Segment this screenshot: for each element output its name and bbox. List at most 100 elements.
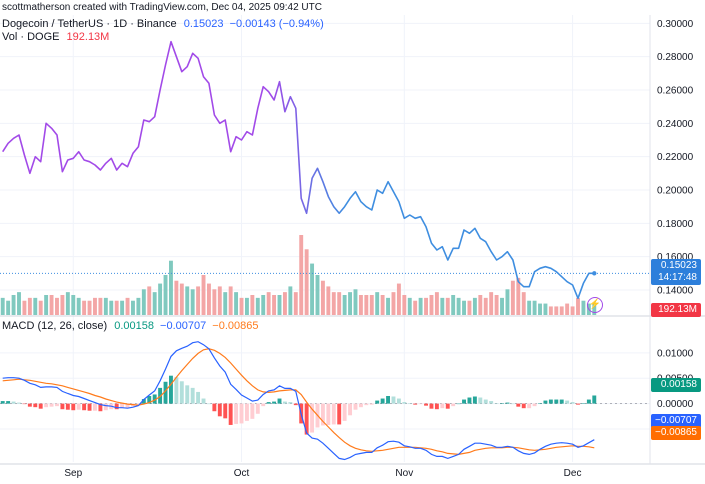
volume-bar [440, 297, 445, 315]
volume-bar [228, 286, 233, 315]
macd-histogram-bar [82, 403, 87, 411]
macd-histogram-bar [565, 400, 570, 404]
macd-histogram-bar [304, 403, 309, 435]
price-badge: 0.15023 14:17:48 [651, 259, 701, 285]
macd-title: MACD (12, 26, close) [2, 320, 108, 332]
macd-histogram-bar [179, 381, 184, 404]
price-tick-label: 0.30000 [657, 19, 694, 30]
volume-bar [27, 297, 32, 315]
volume-bar [6, 300, 11, 315]
volume-bar [337, 292, 342, 315]
macd-histogram-bar [277, 398, 282, 404]
volume-bar [255, 297, 260, 315]
macd-histogram-bar [532, 403, 537, 407]
macd-histogram-bar [326, 403, 331, 425]
volume-bar [418, 297, 423, 315]
macd-histogram-bar [386, 396, 391, 404]
macd-histogram-bar [282, 401, 287, 404]
volume-bar [179, 283, 184, 315]
volume-bar [22, 300, 27, 315]
volume-bar [109, 300, 114, 315]
macd-histogram-bar [396, 398, 401, 404]
volume-bar [174, 280, 179, 315]
x-tick-label: Nov [395, 468, 413, 479]
price-tick-label: 0.14000 [657, 286, 694, 297]
macd-histogram-bar [456, 403, 461, 405]
volume-bar [310, 263, 315, 315]
volume-bar [282, 292, 287, 315]
macd-signal-value: −0.00865 [212, 320, 259, 332]
volume-bar [402, 295, 407, 315]
macd-histogram-bar [500, 403, 504, 404]
macd-histogram-bar [358, 403, 363, 408]
volume-bar [424, 297, 428, 315]
volume-bar [98, 297, 103, 315]
volume-bar [152, 292, 157, 315]
volume-bar [82, 300, 87, 315]
macd-histogram-bar [33, 403, 38, 408]
volume-bar [391, 292, 396, 315]
price-tick-label: 0.26000 [657, 86, 694, 97]
macd-histogram-bar [6, 401, 11, 404]
volume-bar [516, 277, 521, 315]
volume-value: 192.13M [66, 31, 110, 43]
macd-histogram-bar [445, 403, 450, 409]
macd-legend[interactable]: MACD (12, 26, close) 0.00158 −0.00707 −0… [2, 320, 258, 332]
volume-bar [342, 295, 347, 315]
volume-bar [239, 297, 244, 315]
price-tick-label: 0.24000 [657, 119, 694, 130]
volume-bar [326, 286, 331, 315]
macd-histogram-bar [212, 403, 217, 412]
macd-histogram-bar [337, 403, 342, 425]
volume-bar [93, 297, 97, 315]
macd-histogram-bar [239, 403, 244, 424]
volume-legend[interactable]: Vol · DOGE 192.13M [2, 31, 109, 43]
volume-bar [369, 295, 374, 315]
volume-bar [538, 303, 542, 315]
hist-badge: 0.00158 [651, 378, 701, 392]
volume-bar [500, 297, 504, 315]
macd-histogram-bar [272, 401, 277, 404]
macd-histogram-bar [472, 396, 477, 404]
volume-bar [185, 286, 190, 315]
volume-bar [353, 289, 358, 315]
volume-bar [521, 292, 526, 315]
macd-histogram-bar [478, 397, 483, 404]
volume-bar [320, 280, 325, 315]
symbol-title: Dogecoin / TetherUS · 1D · Binance [2, 18, 177, 30]
volume-bar [304, 249, 309, 315]
volume-bar [364, 295, 369, 315]
macd-histogram-bar [527, 403, 532, 409]
volume-bar [169, 260, 173, 315]
macd-histogram-bar [348, 403, 353, 416]
macd-histogram-bar [364, 403, 369, 406]
volume-bar [65, 292, 70, 315]
macd-histogram-bar [255, 403, 260, 414]
volume-bar [141, 289, 146, 315]
symbol-legend[interactable]: Dogecoin / TetherUS · 1D · Binance 0.150… [2, 18, 324, 30]
volume-bar [548, 306, 553, 315]
lightning-icon[interactable]: ⚡ [587, 297, 603, 313]
volume-bar [120, 300, 125, 315]
volume-bar [554, 306, 559, 315]
macd-histogram-bar [93, 403, 97, 411]
volume-bar [489, 292, 494, 315]
volume-bar [413, 300, 418, 315]
price-tick-label: 0.16000 [657, 252, 694, 263]
macd-histogram-bar [310, 403, 315, 433]
volume-bar [55, 297, 59, 315]
macd-histogram-bar [592, 395, 597, 404]
volume-bar [76, 297, 81, 315]
volume-bar [581, 300, 586, 315]
volume-bar [17, 292, 21, 315]
macd-histogram-bar [163, 381, 168, 404]
volume-bar [510, 280, 515, 315]
macd-line [2, 341, 595, 461]
macd-histogram-bar [510, 403, 515, 405]
macd-histogram-bar [516, 403, 521, 407]
volume-bar [570, 306, 575, 315]
macd-histogram-bar [136, 403, 141, 405]
macd-histogram-bar [494, 403, 499, 404]
macd-histogram-bar [424, 403, 428, 406]
